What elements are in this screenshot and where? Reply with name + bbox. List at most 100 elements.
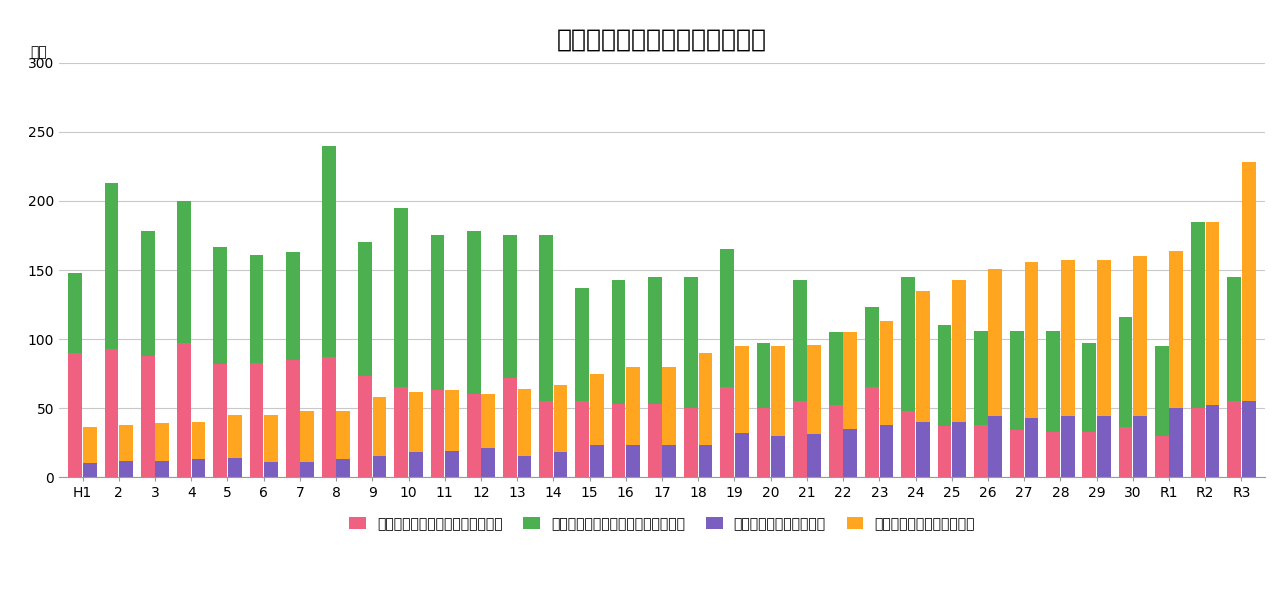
Bar [988, 269, 1002, 417]
Bar [756, 343, 771, 408]
Bar [214, 364, 227, 477]
Bar [372, 457, 387, 477]
Bar [467, 231, 480, 394]
Bar [662, 445, 676, 477]
Bar [192, 422, 205, 459]
Bar [1192, 408, 1204, 477]
Bar [1155, 436, 1169, 477]
Legend: 普通建設事業費のうちの一般財源, 普通建設事業費（一般財源を除く）, 扶助費のうちの一般財源, 扶助費（一般財源を除く）: 普通建設事業費のうちの一般財源, 普通建設事業費（一般財源を除く）, 扶助費のう… [343, 512, 980, 537]
Bar [264, 462, 278, 477]
Bar [576, 288, 589, 401]
Bar [358, 376, 372, 477]
Bar [590, 445, 604, 477]
Bar [337, 411, 351, 459]
Bar [83, 428, 97, 463]
Bar [612, 280, 626, 404]
Bar [517, 457, 531, 477]
Bar [901, 277, 915, 411]
Bar [952, 422, 966, 477]
Bar [408, 392, 422, 452]
Text: 億円: 億円 [31, 44, 47, 58]
Bar [952, 280, 966, 422]
Bar [1046, 331, 1060, 432]
Bar [1083, 343, 1096, 432]
Bar [1061, 417, 1074, 477]
Bar [612, 404, 626, 477]
Bar [503, 378, 517, 477]
Bar [1170, 251, 1183, 408]
Bar [1170, 408, 1183, 477]
Bar [250, 362, 264, 477]
Bar [301, 462, 314, 477]
Bar [337, 459, 351, 477]
Bar [285, 360, 300, 477]
Bar [430, 390, 444, 477]
Bar [192, 459, 205, 477]
Bar [865, 308, 879, 387]
Bar [481, 394, 495, 448]
Bar [1024, 262, 1038, 418]
Bar [988, 417, 1002, 477]
Bar [141, 356, 155, 477]
Bar [1228, 277, 1242, 401]
Bar [105, 349, 119, 477]
Bar [1046, 432, 1060, 477]
Bar [503, 236, 517, 378]
Bar [517, 389, 531, 457]
Bar [721, 387, 735, 477]
Bar [155, 423, 169, 460]
Bar [1119, 428, 1133, 477]
Bar [684, 277, 698, 408]
Bar [1133, 417, 1147, 477]
Bar [974, 424, 988, 477]
Bar [699, 445, 713, 477]
Bar [938, 426, 951, 477]
Bar [141, 231, 155, 356]
Bar [445, 451, 458, 477]
Bar [119, 424, 133, 460]
Bar [430, 236, 444, 390]
Bar [539, 236, 553, 401]
Bar [576, 401, 589, 477]
Bar [771, 346, 785, 436]
Bar [879, 424, 893, 477]
Title: 扶助費と普通建設事業費の推移: 扶助費と普通建設事業費の推移 [557, 27, 767, 51]
Bar [68, 273, 82, 353]
Bar [445, 390, 458, 451]
Bar [372, 397, 387, 457]
Bar [938, 325, 951, 426]
Bar [1242, 401, 1256, 477]
Bar [901, 411, 915, 477]
Bar [214, 247, 227, 364]
Bar [879, 321, 893, 424]
Bar [1010, 430, 1024, 477]
Bar [554, 385, 567, 452]
Bar [792, 280, 806, 401]
Bar [1061, 261, 1074, 417]
Bar [974, 331, 988, 424]
Bar [323, 146, 335, 357]
Bar [1024, 418, 1038, 477]
Bar [735, 433, 749, 477]
Bar [684, 408, 698, 477]
Bar [808, 434, 820, 477]
Bar [264, 415, 278, 462]
Bar [648, 277, 662, 404]
Bar [792, 401, 806, 477]
Bar [394, 387, 408, 477]
Bar [177, 343, 191, 477]
Bar [301, 411, 314, 462]
Bar [539, 401, 553, 477]
Bar [285, 252, 300, 360]
Bar [662, 367, 676, 445]
Bar [648, 404, 662, 477]
Bar [735, 346, 749, 433]
Bar [721, 249, 735, 387]
Bar [467, 394, 480, 477]
Bar [626, 445, 640, 477]
Bar [119, 460, 133, 477]
Bar [68, 353, 82, 477]
Bar [105, 183, 119, 349]
Bar [844, 429, 858, 477]
Bar [408, 452, 422, 477]
